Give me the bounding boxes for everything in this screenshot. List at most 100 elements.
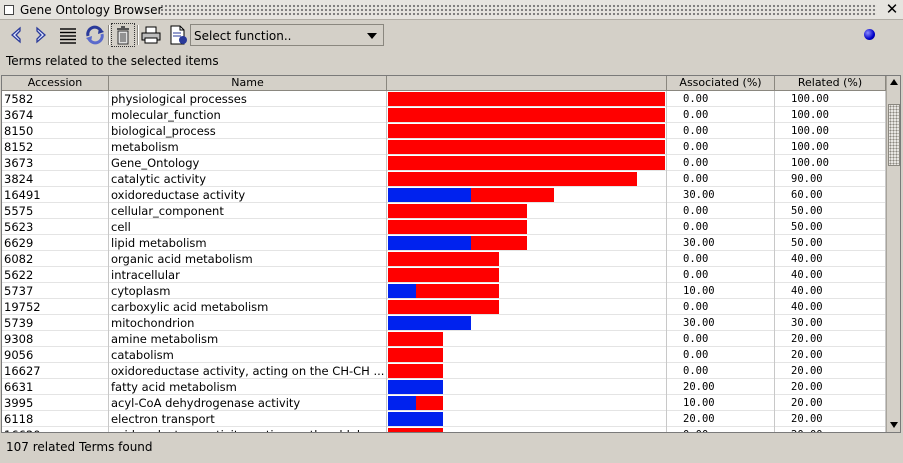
associated-bar bbox=[388, 284, 416, 298]
table-row[interactable]: 3674 molecular_function 0.00 100.00 bbox=[2, 107, 886, 123]
table-row[interactable]: 6631 fatty acid metabolism 20.00 20.00 bbox=[2, 379, 886, 395]
term-name-cell: cytoplasm bbox=[109, 283, 387, 299]
related-bar bbox=[388, 268, 499, 282]
term-name-cell: oxidoreductase activity bbox=[109, 187, 387, 203]
associated-percent-cell: 0.00 bbox=[667, 203, 775, 219]
table-row[interactable]: 8152 metabolism 0.00 100.00 bbox=[2, 139, 886, 155]
accession-cell: 5575 bbox=[2, 203, 109, 219]
table-row[interactable]: 8150 biological_process 0.00 100.00 bbox=[2, 123, 886, 139]
related-percent-cell: 40.00 bbox=[775, 267, 886, 283]
term-name-cell: Gene_Ontology bbox=[109, 155, 387, 171]
column-header-accession[interactable]: Accession bbox=[2, 76, 109, 91]
refresh-button[interactable] bbox=[83, 23, 107, 47]
title-bar: Gene Ontology Browser ✕ bbox=[0, 0, 903, 20]
related-percent-cell: 90.00 bbox=[775, 171, 886, 187]
refresh-icon bbox=[86, 25, 104, 45]
accession-cell: 8152 bbox=[2, 139, 109, 155]
column-header-name[interactable]: Name bbox=[109, 76, 387, 91]
accession-cell: 3824 bbox=[2, 171, 109, 187]
column-header-associated[interactable]: Associated (%) bbox=[667, 76, 775, 91]
related-bar bbox=[388, 332, 443, 346]
percent-bar-cell bbox=[387, 251, 667, 267]
table-row[interactable]: 6629 lipid metabolism 30.00 50.00 bbox=[2, 235, 886, 251]
accession-cell: 16627 bbox=[2, 363, 109, 379]
related-bar bbox=[388, 156, 665, 170]
accession-cell: 8150 bbox=[2, 123, 109, 139]
related-percent-cell: 20.00 bbox=[775, 347, 886, 363]
accession-cell: 16620 bbox=[2, 427, 109, 432]
related-percent-cell: 100.00 bbox=[775, 155, 886, 171]
table-row[interactable]: 9308 amine metabolism 0.00 20.00 bbox=[2, 331, 886, 347]
related-percent-cell: 20.00 bbox=[775, 411, 886, 427]
related-percent-cell: 100.00 bbox=[775, 107, 886, 123]
print-button[interactable] bbox=[139, 23, 163, 47]
percent-bar-cell bbox=[387, 171, 667, 187]
table-row[interactable]: 5737 cytoplasm 10.00 40.00 bbox=[2, 283, 886, 299]
associated-bar bbox=[388, 316, 471, 330]
table-row[interactable]: 6118 electron transport 20.00 20.00 bbox=[2, 411, 886, 427]
export-button[interactable] bbox=[166, 23, 190, 47]
accession-cell: 3673 bbox=[2, 155, 109, 171]
percent-bar-cell bbox=[387, 107, 667, 123]
related-bar bbox=[388, 124, 665, 138]
associated-percent-cell: 0.00 bbox=[667, 267, 775, 283]
term-name-cell: catabolism bbox=[109, 347, 387, 363]
associated-percent-cell: 0.00 bbox=[667, 139, 775, 155]
table-row[interactable]: 9056 catabolism 0.00 20.00 bbox=[2, 347, 886, 363]
percent-bar-cell bbox=[387, 267, 667, 283]
table-row[interactable]: 3995 acyl-CoA dehydrogenase activity 10.00… bbox=[2, 395, 886, 411]
forward-button[interactable] bbox=[29, 23, 53, 47]
back-button[interactable] bbox=[4, 23, 28, 47]
table-row[interactable]: 3824 catalytic activity 0.00 90.00 bbox=[2, 171, 886, 187]
table-row[interactable]: 19752 carboxylic acid metabolism 0.00 40.00 bbox=[2, 299, 886, 315]
table-row[interactable]: 5575 cellular_component 0.00 50.00 bbox=[2, 203, 886, 219]
table-row[interactable]: 6082 organic acid metabolism 0.00 40.00 bbox=[2, 251, 886, 267]
term-name-cell: carboxylic acid metabolism bbox=[109, 299, 387, 315]
related-percent-cell: 50.00 bbox=[775, 235, 886, 251]
toolbar-separator bbox=[137, 25, 139, 45]
associated-percent-cell: 0.00 bbox=[667, 123, 775, 139]
table-row[interactable]: 5739 mitochondrion 30.00 30.00 bbox=[2, 315, 886, 331]
associated-percent-cell: 0.00 bbox=[667, 427, 775, 432]
term-name-cell: acyl-CoA dehydrogenase activity bbox=[109, 395, 387, 411]
list-icon bbox=[60, 28, 76, 44]
table-row[interactable]: 7582 physiological processes 0.00 100.00 bbox=[2, 91, 886, 107]
function-select-value: Select function.. bbox=[194, 29, 292, 43]
related-percent-cell: 20.00 bbox=[775, 363, 886, 379]
table-row[interactable]: 5622 intracellular 0.00 40.00 bbox=[2, 267, 886, 283]
table-row[interactable]: 3673 Gene_Ontology 0.00 100.00 bbox=[2, 155, 886, 171]
list-view-button[interactable] bbox=[56, 23, 80, 47]
close-button[interactable]: ✕ bbox=[885, 0, 899, 18]
scroll-thumb[interactable] bbox=[888, 104, 900, 166]
percent-bar-cell bbox=[387, 395, 667, 411]
accession-cell: 3674 bbox=[2, 107, 109, 123]
percent-bar-cell bbox=[387, 283, 667, 299]
scroll-down-icon[interactable] bbox=[890, 422, 898, 428]
scroll-up-icon[interactable] bbox=[890, 79, 898, 85]
function-select[interactable]: Select function.. bbox=[190, 24, 384, 46]
title-drag-grip[interactable] bbox=[160, 4, 877, 16]
table-row[interactable]: 5623 cell 0.00 50.00 bbox=[2, 219, 886, 235]
term-name-cell: physiological processes bbox=[109, 91, 387, 107]
table-row[interactable]: 16491 oxidoreductase activity 30.00 60.00 bbox=[2, 187, 886, 203]
window-menu-icon[interactable] bbox=[4, 5, 14, 15]
delete-button[interactable] bbox=[111, 23, 135, 47]
chevron-down-icon[interactable] bbox=[367, 33, 377, 39]
table-row[interactable]: 16620oxidoreductase activity, acting on … bbox=[2, 427, 886, 432]
term-name-cell: amine metabolism bbox=[109, 331, 387, 347]
table-row[interactable]: 16627 oxidoreductase activity, acting on … bbox=[2, 363, 886, 379]
column-header-chart[interactable] bbox=[387, 76, 667, 91]
accession-cell: 6631 bbox=[2, 379, 109, 395]
term-name-cell: catalytic activity bbox=[109, 171, 387, 187]
related-percent-cell: 20.00 bbox=[775, 379, 886, 395]
associated-percent-cell: 30.00 bbox=[667, 187, 775, 203]
term-name-cell: oxidoreductase activity, acting on the C… bbox=[109, 363, 387, 379]
vertical-scrollbar[interactable] bbox=[886, 76, 900, 432]
column-header-related[interactable]: Related (%) bbox=[775, 76, 886, 91]
associated-percent-cell: 30.00 bbox=[667, 315, 775, 331]
associated-percent-cell: 0.00 bbox=[667, 251, 775, 267]
accession-cell: 5623 bbox=[2, 219, 109, 235]
accession-cell: 5739 bbox=[2, 315, 109, 331]
related-bar bbox=[388, 172, 637, 186]
term-name-cell: oxidoreductase activity, acting on the a… bbox=[109, 427, 387, 432]
